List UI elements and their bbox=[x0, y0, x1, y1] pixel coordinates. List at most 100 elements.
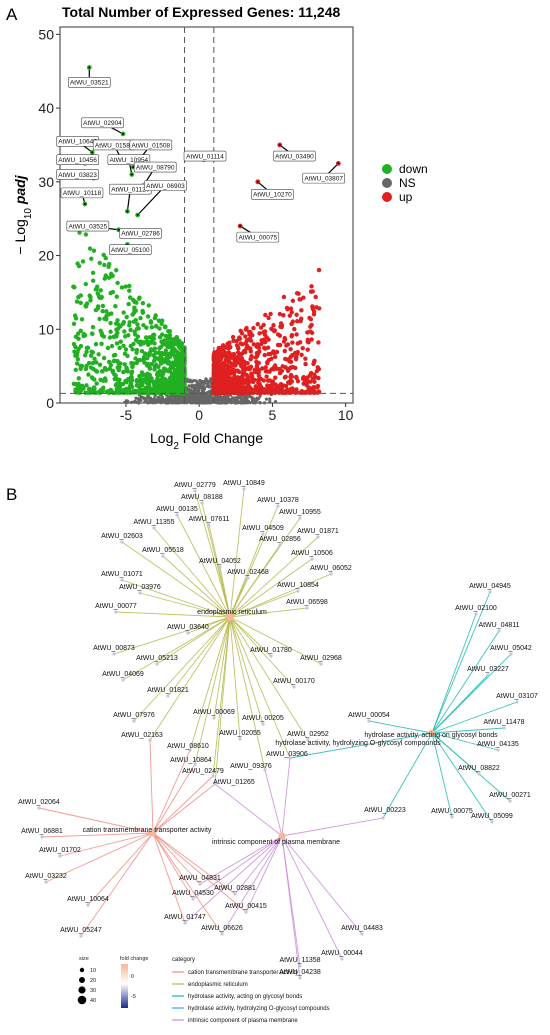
gene-node bbox=[508, 799, 512, 803]
gene-node bbox=[360, 932, 364, 936]
gene-node-label: AtWU_04831 bbox=[179, 875, 221, 882]
size-legend-label: 10 bbox=[90, 968, 96, 974]
network-edge bbox=[192, 835, 283, 900]
gene-node-label: AtWU_00135 bbox=[156, 506, 198, 513]
gene-node bbox=[261, 722, 265, 726]
gene-node bbox=[86, 903, 90, 907]
gene-label-box bbox=[68, 76, 111, 88]
gene-label: AtWU_03823 bbox=[58, 172, 97, 179]
network-nodes bbox=[37, 487, 519, 980]
gene-node-label: AtWU_01871 bbox=[297, 528, 339, 535]
network-edge bbox=[431, 727, 505, 734]
network-edge bbox=[229, 488, 245, 618]
network-edge bbox=[214, 783, 283, 837]
network-edge bbox=[229, 544, 281, 618]
hub-label-cation: cation transmembrane transporter activit… bbox=[83, 827, 212, 834]
hub-node-er bbox=[226, 613, 234, 621]
gene-node-label: AtWU_04069 bbox=[102, 671, 144, 678]
gene-node bbox=[276, 504, 280, 508]
gene-node-label: AtWU_03232 bbox=[25, 873, 67, 880]
gene-label-box bbox=[129, 139, 173, 151]
network-edge bbox=[189, 616, 231, 751]
gene-label-box bbox=[60, 187, 104, 199]
gene-node bbox=[213, 782, 217, 786]
gene-node-label: AtWU_03227 bbox=[467, 666, 509, 673]
gene-node-label: AtWU_01821 bbox=[147, 687, 189, 694]
network-edge bbox=[212, 616, 231, 777]
labeled-point-center bbox=[278, 143, 281, 146]
network-edge bbox=[229, 616, 241, 740]
network-edge bbox=[139, 592, 231, 618]
network-edge bbox=[194, 490, 231, 618]
gene-node bbox=[120, 540, 124, 544]
network-edge bbox=[229, 616, 291, 759]
gene-label: AtWU_03525 bbox=[68, 223, 107, 230]
labeled-point-center bbox=[126, 210, 129, 213]
network-edge bbox=[431, 591, 491, 734]
labeled-point-center bbox=[91, 151, 94, 154]
panel-a-label: A bbox=[6, 5, 18, 24]
network-edge bbox=[152, 749, 191, 834]
network-edge bbox=[431, 701, 518, 734]
network-edge bbox=[152, 763, 196, 834]
labeled-point-center bbox=[121, 132, 124, 135]
plot-area bbox=[59, 26, 354, 404]
x-axis-title: Log2 Fold Change bbox=[150, 430, 263, 452]
gene-label: AtWU_03807 bbox=[304, 175, 343, 182]
gene-label: AtWU_03490 bbox=[275, 153, 314, 160]
gene-node bbox=[79, 934, 83, 938]
network-edge bbox=[382, 732, 433, 819]
network-edge bbox=[156, 616, 231, 665]
gene-node-label: AtWU_02881 bbox=[214, 885, 256, 892]
gene-node bbox=[207, 523, 211, 527]
gene-node-label: AtWU_10854 bbox=[277, 582, 319, 589]
gene-node bbox=[296, 589, 300, 593]
labeled-point-center bbox=[136, 214, 139, 216]
gene-label: AtWU_02904 bbox=[83, 120, 122, 127]
gene-label: AtWU_10456 bbox=[58, 157, 97, 164]
network-edge bbox=[431, 732, 511, 802]
gene-node-label: AtWU_06052 bbox=[310, 565, 352, 572]
gene-node bbox=[367, 719, 371, 723]
network-edge bbox=[115, 611, 231, 618]
gene-node bbox=[121, 678, 125, 682]
labeled-point-center bbox=[239, 225, 242, 228]
fc-legend-tick: -5 bbox=[131, 994, 136, 1000]
gene-node-label: AtWU_10506 bbox=[291, 550, 333, 557]
gene-node bbox=[155, 662, 159, 666]
fc-legend-tick: 0 bbox=[131, 974, 134, 980]
network-edge bbox=[431, 732, 493, 823]
gene-node-label: AtWU_05042 bbox=[490, 645, 532, 652]
gene-label: AtWU_01580 bbox=[95, 142, 134, 149]
legend-key bbox=[382, 164, 392, 174]
gene-node bbox=[233, 892, 237, 896]
network-edge bbox=[431, 613, 477, 734]
gene-node-label: AtWU_03906 bbox=[266, 751, 308, 758]
network-edge bbox=[199, 835, 283, 885]
gene-node-label: AtWU_01071 bbox=[101, 571, 143, 578]
gene-node-label: AtWU_05518 bbox=[142, 547, 184, 554]
y-tick-label: 0 bbox=[46, 395, 54, 411]
gene-node bbox=[148, 738, 152, 742]
legend-label: NS bbox=[399, 176, 416, 190]
network-edge bbox=[229, 616, 264, 725]
gene-node-label: AtWU_02968 bbox=[300, 655, 342, 662]
gene-node-label: AtWU_01265 bbox=[213, 779, 255, 786]
network-edge bbox=[122, 616, 231, 681]
gene-node bbox=[490, 820, 494, 824]
gene-node bbox=[112, 652, 116, 656]
labeled-point-center bbox=[132, 166, 135, 169]
gene-node-label: AtWU_11478 bbox=[483, 719, 524, 726]
gene-node-label: AtWU_05247 bbox=[60, 927, 102, 934]
gene-node bbox=[329, 572, 333, 576]
x-tick-label: 10 bbox=[338, 407, 354, 423]
network-edge bbox=[153, 527, 231, 618]
network-edge bbox=[152, 832, 186, 924]
legend-key bbox=[382, 178, 392, 188]
gene-node-label: AtWU_11358 bbox=[279, 957, 320, 964]
network-edge bbox=[229, 573, 332, 618]
gene-node-label: AtWU_02163 bbox=[121, 732, 163, 739]
gene-node bbox=[166, 694, 170, 698]
